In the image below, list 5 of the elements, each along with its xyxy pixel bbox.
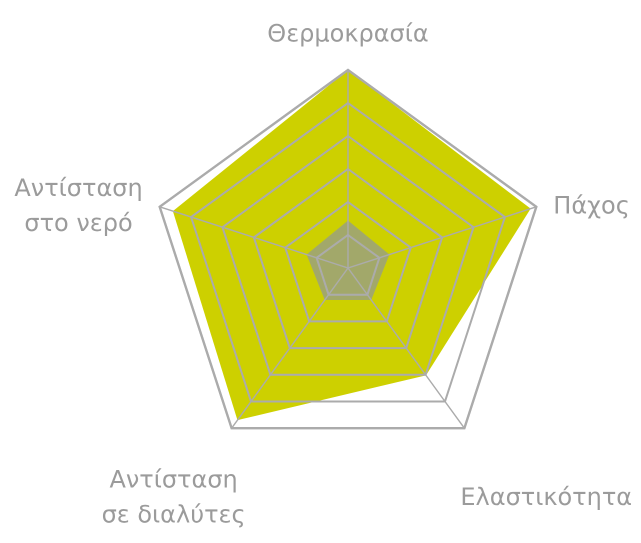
spoke-label: Θερμοκρασία	[267, 20, 429, 48]
spoke-label: Ελαστικότητα	[460, 482, 632, 511]
spoke-label: Αντίσταση σε διαλύτες	[102, 465, 246, 528]
spoke-label: Αντίσταση στο νερό	[14, 174, 143, 237]
spoke-label: Πάχος	[553, 191, 630, 220]
